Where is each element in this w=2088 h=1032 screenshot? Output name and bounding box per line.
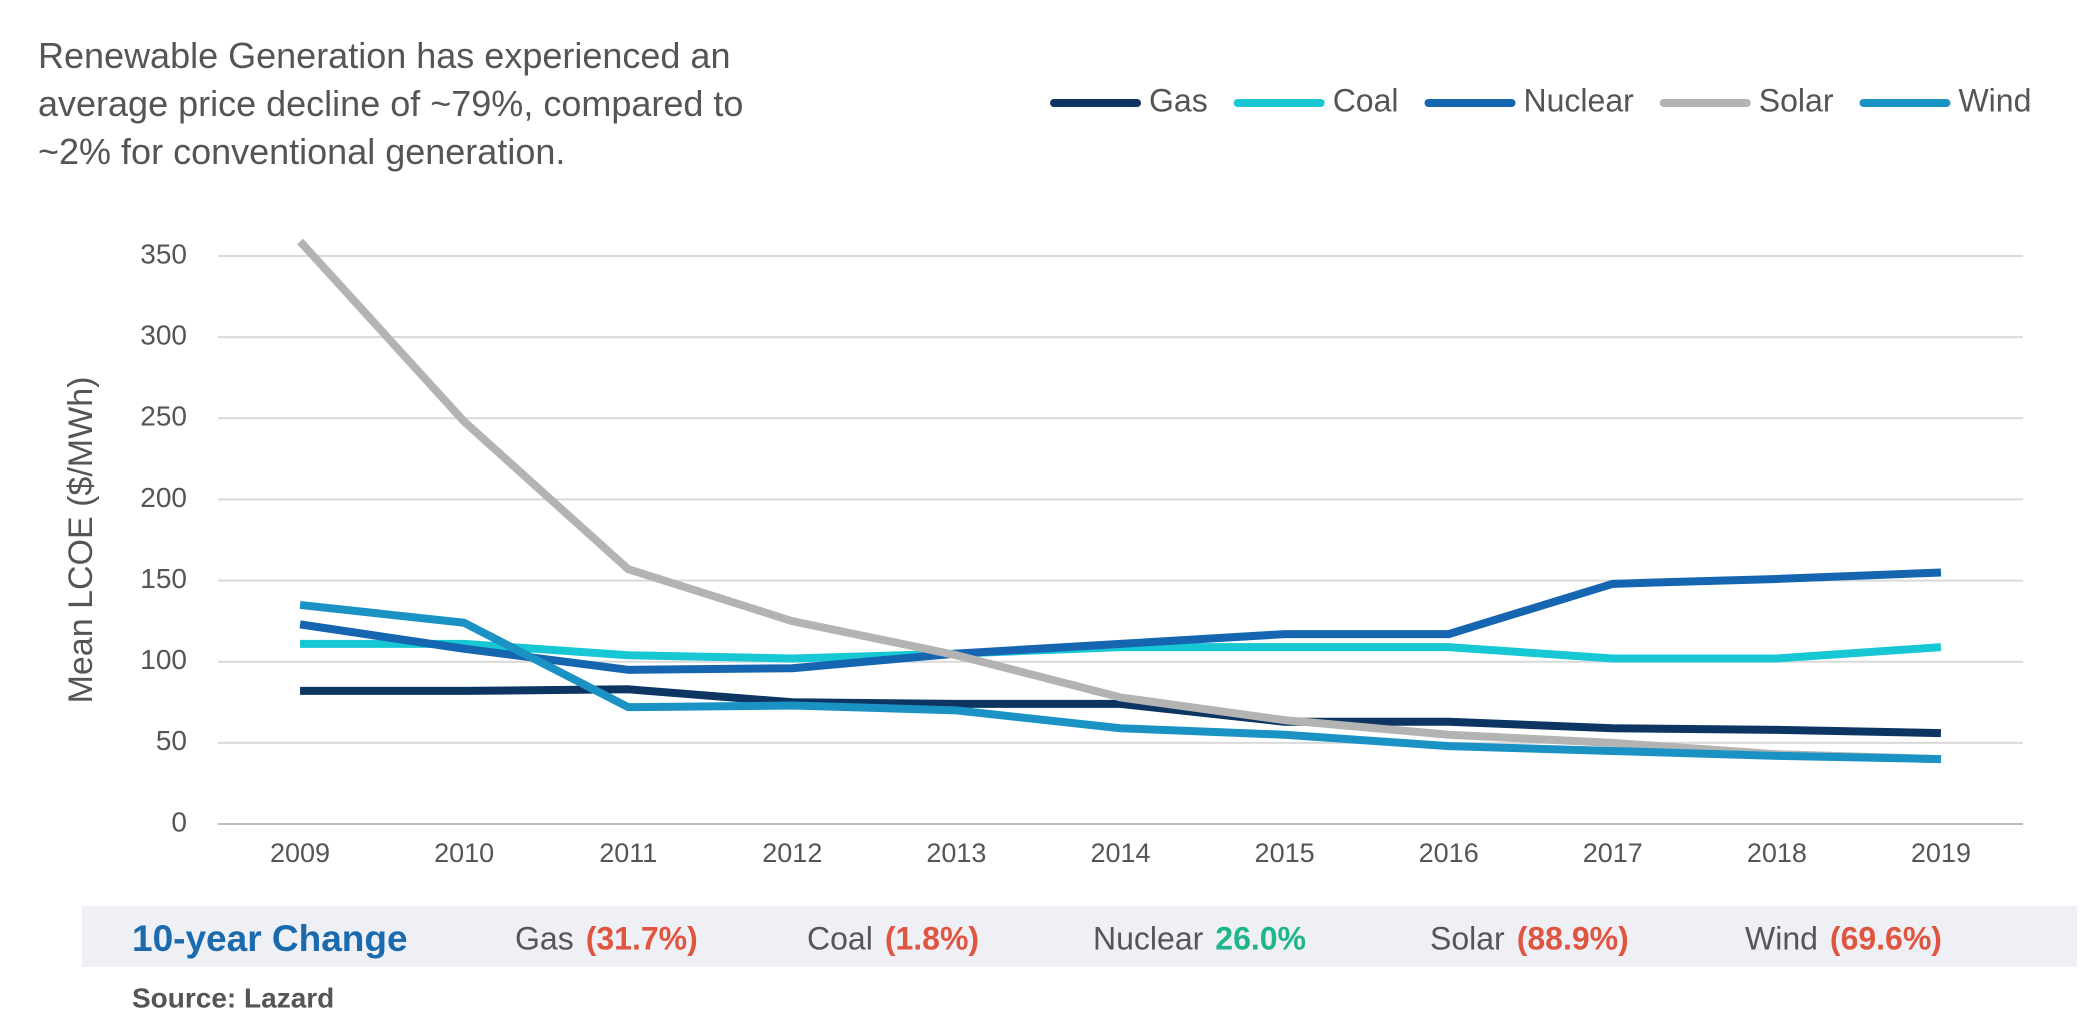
x-tick-label: 2017 bbox=[1583, 838, 1643, 868]
summary-name: Gas bbox=[515, 920, 574, 956]
y-tick-label: 0 bbox=[171, 806, 187, 837]
summary-change: (88.9%) bbox=[1517, 920, 1629, 956]
x-tick-label: 2014 bbox=[1090, 838, 1150, 868]
summary-label: 10-year Change bbox=[132, 918, 408, 959]
source: Source: Lazard bbox=[132, 982, 334, 1013]
summary-name: Nuclear bbox=[1093, 920, 1204, 956]
summary-band bbox=[82, 906, 2077, 967]
x-tick-label: 2010 bbox=[434, 838, 494, 868]
x-tick-label: 2013 bbox=[926, 838, 986, 868]
x-tick-label: 2011 bbox=[599, 838, 657, 868]
summary-name: Wind bbox=[1745, 920, 1818, 956]
y-tick-label: 250 bbox=[140, 401, 187, 432]
summary-name: Coal bbox=[807, 920, 873, 956]
line-series bbox=[297, 238, 1942, 764]
summary-change: (31.7%) bbox=[586, 920, 698, 956]
legend-label: Wind bbox=[1958, 82, 2031, 118]
x-tick-label: 2012 bbox=[762, 838, 822, 868]
line-series bbox=[300, 685, 1942, 738]
summary-change: (1.8%) bbox=[885, 920, 979, 956]
x-tick-label: 2016 bbox=[1419, 838, 1479, 868]
y-axis-label: Mean LCOE ($/MWh) bbox=[62, 377, 100, 704]
legend-label: Gas bbox=[1149, 82, 1208, 118]
y-tick-label: 100 bbox=[140, 644, 187, 675]
summary-change: (69.6%) bbox=[1830, 920, 1942, 956]
legend-label: Nuclear bbox=[1524, 82, 1635, 118]
y-tick-label: 50 bbox=[156, 725, 187, 756]
chart-title: Renewable Generation has experienced an … bbox=[38, 35, 744, 172]
x-tick-label: 2009 bbox=[270, 838, 330, 868]
y-tick-label: 150 bbox=[140, 563, 187, 594]
y-tick-label: 200 bbox=[140, 482, 187, 513]
x-tick-label: 2015 bbox=[1255, 838, 1315, 868]
y-tick-label: 350 bbox=[140, 238, 187, 269]
x-tick-label: 2019 bbox=[1911, 838, 1971, 868]
legend-label: Coal bbox=[1333, 82, 1399, 118]
x-tick-label: 2018 bbox=[1747, 838, 1807, 868]
summary-name: Solar bbox=[1430, 920, 1505, 956]
summary-change: 26.0% bbox=[1215, 920, 1306, 956]
y-tick-label: 300 bbox=[140, 320, 187, 351]
legend-label: Solar bbox=[1759, 82, 1834, 118]
line-series bbox=[299, 600, 1942, 764]
line-series bbox=[299, 568, 1942, 674]
